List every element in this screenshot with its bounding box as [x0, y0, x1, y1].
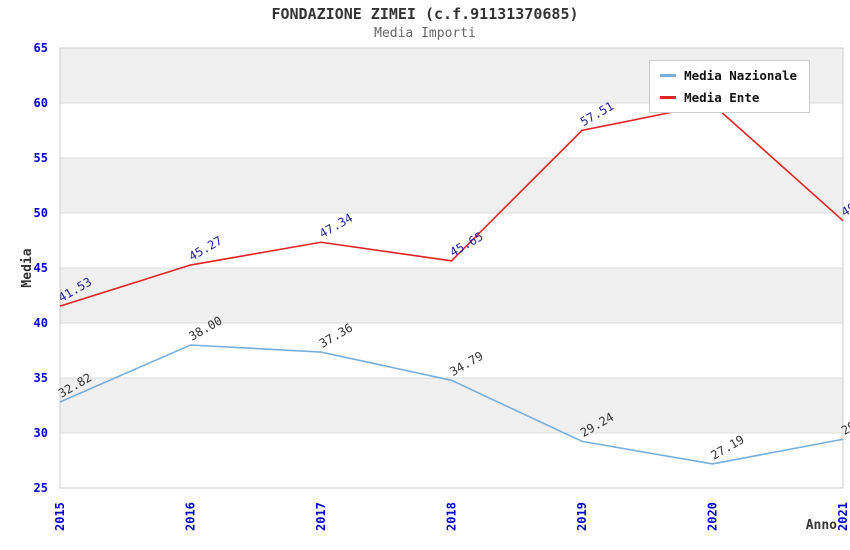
legend-label: Media Ente [684, 90, 760, 105]
chart-title: FONDAZIONE ZIMEI (c.f.91131370685) [271, 5, 579, 23]
y-axis-title: Media [20, 248, 35, 287]
grid-band [60, 158, 843, 213]
grid-band [60, 323, 843, 378]
grid-band [60, 213, 843, 268]
legend-label: Media Nazionale [684, 68, 797, 83]
legend-swatch-media-ente [660, 96, 677, 99]
y-tick-label: 35 [34, 371, 48, 385]
y-tick-label: 60 [34, 96, 48, 110]
x-tick-label: 2018 [445, 502, 459, 531]
x-tick-label: 2017 [314, 502, 328, 531]
data-label-media-ente: 49.30 [839, 189, 850, 219]
y-tick-label: 30 [34, 426, 48, 440]
plot-border [59, 47, 844, 489]
y-tick-label: 25 [34, 481, 48, 495]
chart-subtitle: Media Importi [374, 26, 476, 41]
grid-band [60, 378, 843, 433]
x-tick-label: 2020 [706, 502, 720, 531]
x-tick-label: 2021 [836, 502, 850, 531]
x-tick-label: 2015 [53, 502, 67, 531]
y-tick-label: 65 [34, 41, 48, 55]
y-tick-label: 55 [34, 151, 48, 165]
y-tick-label: 50 [34, 206, 48, 220]
x-tick-label: 2019 [575, 502, 589, 531]
data-label-media-nazionale: 29.43 [839, 408, 850, 438]
y-tick-label: 40 [34, 316, 48, 330]
grid-band [60, 433, 843, 488]
legend: Media Nazionale Media Ente [649, 60, 810, 113]
y-tick-label: 45 [34, 261, 48, 275]
grid-band [60, 268, 843, 323]
legend-swatch-media-nazionale [660, 74, 677, 77]
legend-item-media-ente: Media Ente [660, 90, 797, 105]
series-line-media-nazionale [59, 344, 844, 465]
x-axis-title: Anno [806, 518, 837, 533]
x-tick-label: 2016 [184, 502, 198, 531]
legend-item-media-nazionale: Media Nazionale [660, 68, 797, 83]
